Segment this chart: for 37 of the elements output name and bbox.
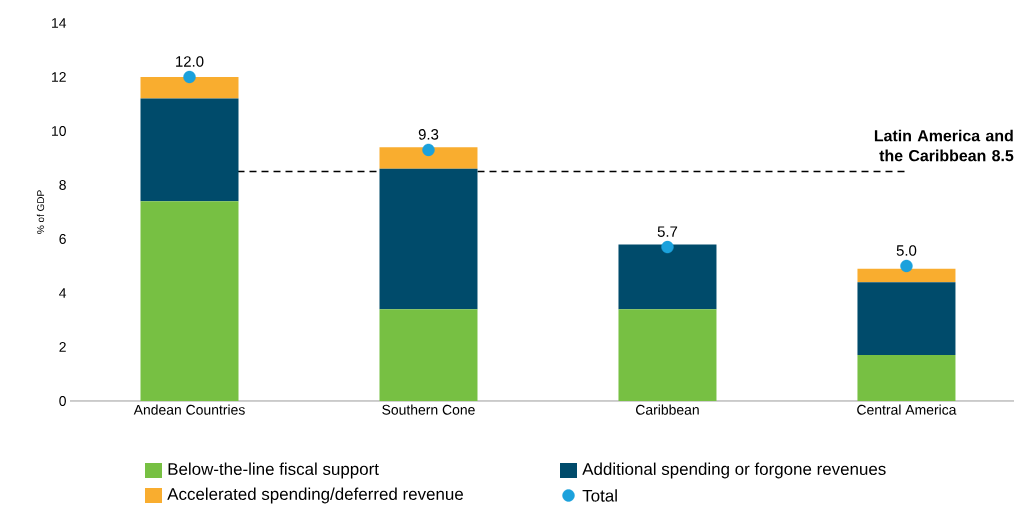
- legend-label: Accelerated spending/deferred revenue: [167, 487, 463, 504]
- bar: [379, 309, 478, 401]
- data-label: 5.7: [657, 226, 678, 237]
- y-tick-label: 8: [59, 180, 66, 190]
- y-tick-label: 12: [52, 72, 66, 82]
- bar: [379, 147, 478, 169]
- data-label: 5.0: [896, 245, 917, 256]
- bar: [140, 76, 239, 99]
- bar: [857, 282, 956, 356]
- y-tick-label: 10: [52, 126, 66, 136]
- x-tick-label: Andean Countries: [133, 404, 245, 415]
- legend-label: Additional spending or forgone revenues: [582, 462, 886, 479]
- data-label: 12.0: [176, 56, 204, 67]
- x-tick-label: Caribbean: [636, 404, 699, 415]
- y-tick-label: 2: [59, 342, 66, 352]
- bar: [618, 244, 717, 310]
- legend-label: Total: [582, 489, 617, 502]
- point: [422, 143, 435, 157]
- point: [900, 259, 913, 273]
- point: [661, 240, 674, 254]
- y-tick-label: 0: [59, 396, 66, 406]
- point: [183, 70, 196, 84]
- ref-line-label: Latin America and the Caribbean 8.5: [874, 129, 1014, 162]
- bar: [618, 309, 717, 401]
- bar: [140, 201, 239, 401]
- y-tick-label: 4: [59, 288, 67, 298]
- legend-label: Below-the-line fiscal support: [168, 462, 379, 479]
- data-label: 9.3: [418, 129, 439, 140]
- bar: [379, 168, 478, 310]
- y-tick-label: 6: [59, 234, 66, 244]
- bar: [140, 98, 239, 202]
- y-axis-title: % of GDP: [36, 190, 45, 234]
- bar: [857, 268, 956, 283]
- bar: [857, 355, 956, 401]
- x-tick-label: Southern Cone: [382, 404, 475, 415]
- y-tick-label: 14: [52, 18, 67, 28]
- x-tick-label: Central America: [857, 404, 957, 415]
